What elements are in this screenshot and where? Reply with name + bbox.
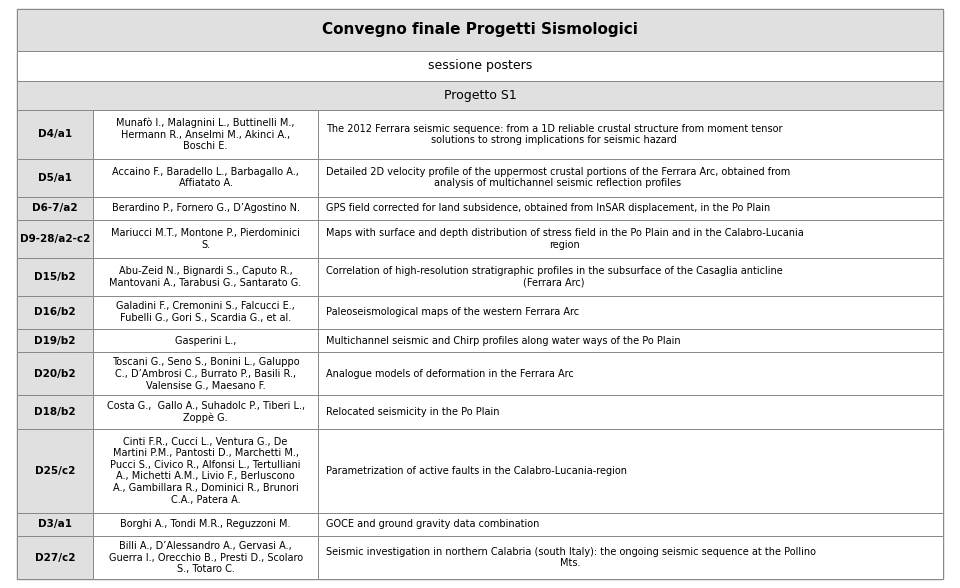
Bar	[93, 258, 318, 296]
Text: D18/b2: D18/b2	[35, 407, 76, 417]
Bar	[318, 396, 943, 429]
Bar	[93, 159, 318, 196]
Bar	[318, 220, 943, 258]
Bar	[318, 513, 943, 536]
Text: Toscani G., Seno S., Bonini L., Galuppo
C., D’Ambrosi C., Burrato P., Basili R.,: Toscani G., Seno S., Bonini L., Galuppo …	[111, 358, 300, 390]
Text: Berardino P., Fornero G., D’Agostino N.: Berardino P., Fornero G., D’Agostino N.	[111, 203, 300, 213]
Text: D25/c2: D25/c2	[35, 466, 76, 476]
Bar	[17, 396, 93, 429]
Bar	[17, 9, 943, 51]
Text: Paleoseismological maps of the western Ferrara Arc: Paleoseismological maps of the western F…	[325, 308, 579, 318]
Text: Billi A., D’Alessandro A., Gervasi A.,
Guerra I., Orecchio B., Presti D., Scolar: Billi A., D’Alessandro A., Gervasi A., G…	[108, 541, 302, 574]
Text: Convegno finale Progetti Sismologici: Convegno finale Progetti Sismologici	[322, 22, 638, 38]
Text: D15/b2: D15/b2	[35, 272, 76, 282]
Bar	[17, 296, 93, 329]
Text: Seismic investigation in northern Calabria (south Italy): the ongoing seismic se: Seismic investigation in northern Calabr…	[325, 547, 816, 569]
Text: GPS field corrected for land subsidence, obtained from InSAR displacement, in th: GPS field corrected for land subsidence,…	[325, 203, 770, 213]
Bar	[17, 110, 93, 159]
Bar	[17, 429, 93, 513]
Bar	[318, 296, 943, 329]
Bar	[318, 258, 943, 296]
Text: D4/a1: D4/a1	[38, 129, 72, 139]
Bar	[318, 159, 943, 196]
Bar	[93, 429, 318, 513]
Text: Relocated seismicity in the Po Plain: Relocated seismicity in the Po Plain	[325, 407, 499, 417]
Text: Accaino F., Baradello L., Barbagallo A.,
Affiatato A.: Accaino F., Baradello L., Barbagallo A.,…	[112, 167, 300, 189]
Text: GOCE and ground gravity data combination: GOCE and ground gravity data combination	[325, 519, 540, 529]
Bar	[318, 352, 943, 396]
Text: D5/a1: D5/a1	[38, 173, 72, 183]
Bar	[17, 513, 93, 536]
Text: D19/b2: D19/b2	[35, 336, 76, 346]
Bar	[93, 329, 318, 352]
Text: Gasperini L.,: Gasperini L.,	[175, 336, 236, 346]
Text: Detailed 2D velocity profile of the uppermost crustal portions of the Ferrara Ar: Detailed 2D velocity profile of the uppe…	[325, 167, 790, 189]
Text: D27/c2: D27/c2	[35, 553, 76, 563]
Text: Borghi A., Tondi M.R., Reguzzoni M.: Borghi A., Tondi M.R., Reguzzoni M.	[120, 519, 291, 529]
Text: Multichannel seismic and Chirp profiles along water ways of the Po Plain: Multichannel seismic and Chirp profiles …	[325, 336, 681, 346]
Text: Cinti F.R., Cucci L., Ventura G., De
Martini P.M., Pantosti D., Marchetti M.,
Pu: Cinti F.R., Cucci L., Ventura G., De Mar…	[110, 436, 300, 505]
Bar	[17, 220, 93, 258]
Text: Galadini F., Cremonini S., Falcucci E.,
Fubelli G., Gori S., Scardia G., et al.: Galadini F., Cremonini S., Falcucci E., …	[116, 302, 295, 323]
Bar	[17, 51, 943, 81]
Text: Costa G.,  Gallo A., Suhadolc P., Tiberi L.,
Zoppè G.: Costa G., Gallo A., Suhadolc P., Tiberi …	[107, 401, 304, 423]
Text: D6-7/a2: D6-7/a2	[33, 203, 78, 213]
Text: The 2012 Ferrara seismic sequence: from a 1D reliable crustal structure from mom: The 2012 Ferrara seismic sequence: from …	[325, 123, 782, 145]
Text: Progetto S1: Progetto S1	[444, 89, 516, 102]
Bar	[318, 110, 943, 159]
Bar	[17, 159, 93, 196]
Text: D9-28/a2-c2: D9-28/a2-c2	[20, 234, 90, 244]
Text: Correlation of high-resolution stratigraphic profiles in the subsurface of the C: Correlation of high-resolution stratigra…	[325, 266, 782, 288]
Bar	[93, 536, 318, 579]
Bar	[17, 258, 93, 296]
Bar	[318, 429, 943, 513]
Text: D16/b2: D16/b2	[35, 308, 76, 318]
Text: Analogue models of deformation in the Ferrara Arc: Analogue models of deformation in the Fe…	[325, 369, 573, 379]
Text: Maps with surface and depth distribution of stress field in the Po Plain and in : Maps with surface and depth distribution…	[325, 228, 804, 250]
Bar	[93, 296, 318, 329]
Bar	[318, 329, 943, 352]
Bar	[93, 110, 318, 159]
Bar	[93, 220, 318, 258]
Bar	[17, 536, 93, 579]
Bar	[17, 196, 93, 220]
Bar	[318, 196, 943, 220]
Bar	[17, 81, 943, 110]
Text: Parametrization of active faults in the Calabro-Lucania-region: Parametrization of active faults in the …	[325, 466, 627, 476]
Text: Abu-Zeid N., Bignardi S., Caputo R.,
Mantovani A., Tarabusi G., Santarato G.: Abu-Zeid N., Bignardi S., Caputo R., Man…	[109, 266, 301, 288]
Text: Mariucci M.T., Montone P., Pierdominici
S.: Mariucci M.T., Montone P., Pierdominici …	[111, 228, 300, 250]
Bar	[93, 196, 318, 220]
Bar	[17, 352, 93, 396]
Bar	[17, 329, 93, 352]
Text: D20/b2: D20/b2	[35, 369, 76, 379]
Text: sessione posters: sessione posters	[428, 59, 532, 72]
Bar	[93, 513, 318, 536]
Text: Munafò I., Malagnini L., Buttinelli M.,
Hermann R., Anselmi M., Akinci A.,
Bosch: Munafò I., Malagnini L., Buttinelli M., …	[116, 118, 295, 151]
Bar	[93, 352, 318, 396]
Text: D3/a1: D3/a1	[38, 519, 72, 529]
Bar	[93, 396, 318, 429]
Bar	[318, 536, 943, 579]
